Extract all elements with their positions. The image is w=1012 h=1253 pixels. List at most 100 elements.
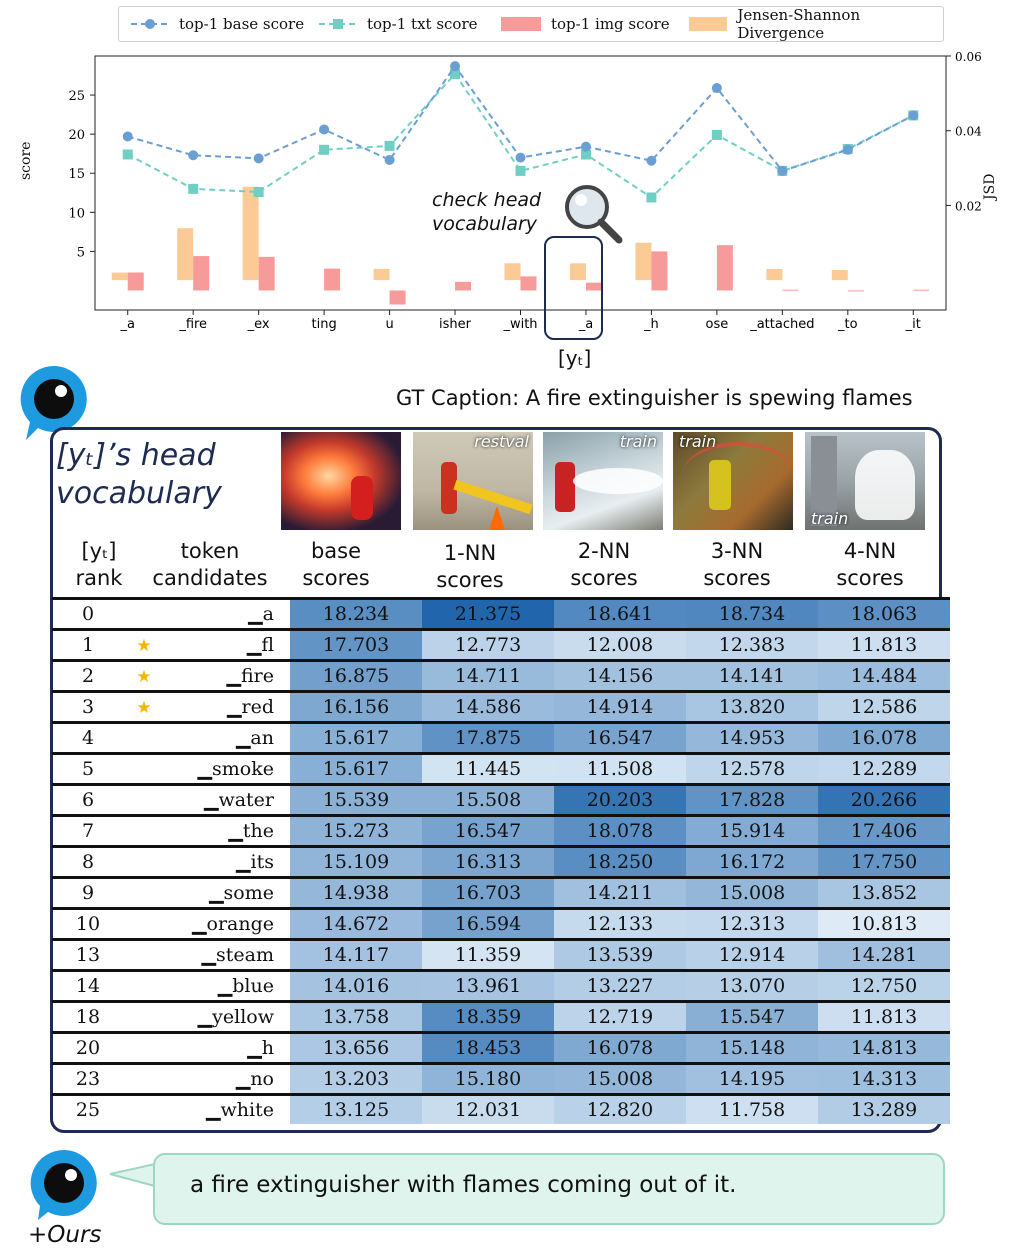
right-tick-label: 0.02 <box>955 199 982 213</box>
score-cell: 15.273 <box>290 814 422 847</box>
bar-img-score <box>520 276 537 291</box>
header-base-scores: base scores <box>302 539 370 590</box>
score-cell: 11.359 <box>422 938 554 971</box>
rank-cell: 20 <box>52 1031 124 1064</box>
point-txt-score <box>188 183 199 194</box>
bar-jsd <box>766 268 783 281</box>
table-row: 13 ▁steam 14.117 11.359 13.539 12.914 14.281 <box>52 938 950 971</box>
score-cell: 18.234 <box>290 597 422 630</box>
score-cell: 13.289 <box>818 1093 950 1124</box>
head-vocabulary-table: 0 ▁a 18.234 21.375 18.641 18.734 18.063 1 ★ ▁fl 17… <box>52 597 950 1124</box>
x-tick-label: _with <box>502 317 537 332</box>
score-cell: 16.547 <box>554 721 686 754</box>
thumbnail-1nn-label: restval <box>474 432 529 451</box>
point-base-score <box>122 131 133 142</box>
score-cell: 13.125 <box>290 1093 422 1124</box>
target-token-label: [yₜ] <box>558 346 592 370</box>
score-cell: 11.813 <box>818 628 950 661</box>
score-cell: 15.914 <box>686 814 818 847</box>
rank-cell: 8 <box>52 845 124 878</box>
x-tick-label: _attached <box>749 317 814 332</box>
bar-img-score <box>913 289 930 291</box>
thumbnail-4nn: train <box>805 432 925 530</box>
point-txt-score <box>515 165 526 176</box>
score-cell: 14.016 <box>290 969 422 1002</box>
score-cell: 13.820 <box>686 690 818 723</box>
score-cell: 17.703 <box>290 628 422 661</box>
score-cell: 16.703 <box>422 876 554 909</box>
x-tick-label: ting <box>312 317 337 332</box>
token-cell: ▁fire <box>164 659 290 692</box>
score-cell: 17.875 <box>422 721 554 754</box>
point-base-score <box>711 83 722 94</box>
bar-jsd <box>111 272 128 281</box>
method-label: +Ours <box>28 1222 102 1248</box>
check-head-vocabulary-annotation: check head vocabulary <box>432 189 542 235</box>
line-txt-score <box>127 72 914 199</box>
rank-cell: 6 <box>52 783 124 816</box>
point-txt-score <box>122 149 133 160</box>
token-cell: ▁smoke <box>164 752 290 785</box>
table-row: 20 ▁h 13.656 18.453 16.078 15.148 14.813 <box>52 1031 950 1064</box>
score-cell: 12.383 <box>686 628 818 661</box>
thumbnail-2nn: train <box>543 432 663 530</box>
legend-jsd: Jensen-Shannon Divergence <box>689 6 943 42</box>
rank-cell: 25 <box>52 1093 124 1124</box>
star-cell <box>124 907 164 940</box>
score-chart: 5 10 15 20 25 0.02 0.04 0.06 _a _fire _ex ting u is… <box>68 50 982 340</box>
score-cell: 20.203 <box>554 783 686 816</box>
legend-base: top-1 base score <box>131 7 304 41</box>
token-cell: ▁a <box>164 597 290 630</box>
score-cell: 14.141 <box>686 659 818 692</box>
rank-cell: 10 <box>52 907 124 940</box>
header-rank: [yₜ] rank <box>75 539 123 590</box>
score-cell: 14.484 <box>818 659 950 692</box>
bar-jsd <box>569 263 586 281</box>
score-cell: 16.172 <box>686 845 818 878</box>
token-cell: ▁steam <box>164 938 290 971</box>
score-cell: 13.070 <box>686 969 818 1002</box>
score-cell: 18.734 <box>686 597 818 630</box>
right-tick-label: 0.06 <box>955 50 982 64</box>
score-cell: 15.008 <box>686 876 818 909</box>
point-base-score <box>646 155 657 166</box>
token-cell: ▁red <box>164 690 290 723</box>
point-base-score <box>580 141 591 152</box>
token-cell: ▁orange <box>164 907 290 940</box>
output-caption: a fire extinguisher with flames coming o… <box>190 1172 737 1198</box>
score-cell: 15.148 <box>686 1031 818 1064</box>
score-cell: 15.547 <box>686 1000 818 1033</box>
score-cell: 13.203 <box>290 1062 422 1095</box>
left-tick-label: 20 <box>68 128 85 143</box>
score-cell: 13.227 <box>554 969 686 1002</box>
star-cell <box>124 969 164 1002</box>
star-cell <box>124 597 164 630</box>
score-cell: 17.828 <box>686 783 818 816</box>
score-cell: 15.617 <box>290 721 422 754</box>
bubble-tail <box>109 1163 156 1187</box>
score-cell: 12.586 <box>818 690 950 723</box>
table-row: 9 ▁some 14.938 16.703 14.211 15.008 13.852 <box>52 876 950 909</box>
rank-cell: 13 <box>52 938 124 971</box>
bar-jsd <box>504 263 521 281</box>
point-txt-score <box>253 186 264 197</box>
x-tick-label: _a <box>119 317 134 332</box>
score-cell: 18.453 <box>422 1031 554 1064</box>
score-cell: 15.008 <box>554 1062 686 1095</box>
point-base-score <box>253 153 264 164</box>
score-cell: 14.281 <box>818 938 950 971</box>
score-cell: 13.656 <box>290 1031 422 1064</box>
table-row: 8 ▁its 15.109 16.313 18.250 16.172 17.750 <box>52 845 950 878</box>
thumbnail-base <box>281 432 401 530</box>
thumbnail-2nn-label: train <box>619 432 657 451</box>
star-cell <box>124 1031 164 1064</box>
score-cell: 14.938 <box>290 876 422 909</box>
highlight-box <box>544 236 603 340</box>
table-row: 10 ▁orange 14.672 16.594 12.133 12.313 10.813 <box>52 907 950 940</box>
token-cell: ▁some <box>164 876 290 909</box>
thumbnail-1nn: restval <box>413 432 533 530</box>
x-tick-label: u <box>385 317 393 332</box>
score-cell: 16.078 <box>554 1031 686 1064</box>
rank-cell: 3 <box>52 690 124 723</box>
point-base-score <box>384 154 395 165</box>
